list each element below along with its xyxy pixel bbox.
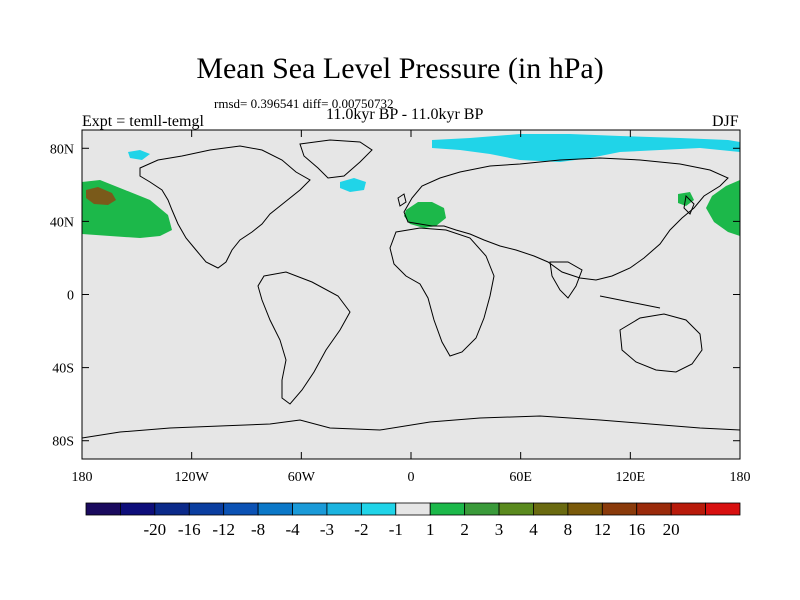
coast-south-america: [257, 271, 351, 405]
colorbar-swatch: [188, 502, 225, 516]
anomaly-negative-arctic: [432, 134, 740, 162]
colorbar-swatch: [292, 502, 328, 516]
coast-uk: [397, 193, 407, 207]
colorbar-label: -1: [389, 520, 403, 539]
lat-label: 40S: [52, 362, 74, 377]
map-background: [82, 130, 740, 459]
coast-africa: [389, 227, 495, 357]
anomaly-negative-greenland: [128, 150, 150, 160]
colorbar-label: -3: [320, 520, 334, 539]
coast-europe-asia: [403, 157, 729, 281]
colorbar-swatch: [257, 502, 293, 516]
anomaly-strong-north-pacific: [86, 187, 116, 205]
colorbar-swatch: [85, 502, 121, 516]
colorbar-label: 16: [628, 520, 645, 539]
lon-label: 0: [408, 470, 415, 485]
colorbar-swatch: [705, 502, 741, 516]
period-text: 11.0kyr BP - 11.0kyr BP: [326, 106, 484, 123]
coast-australia: [619, 313, 703, 373]
colorbar-swatch: [601, 502, 638, 516]
coast-north-america: [139, 145, 311, 269]
anomaly-negative-north-atlantic: [340, 178, 366, 192]
colorbar-label: 3: [495, 520, 504, 539]
experiment-label: Expt = temll-temgl: [82, 113, 204, 130]
colorbar-label: 1: [426, 520, 435, 539]
colorbar-swatch: [567, 502, 603, 516]
latitude-axis: 80N 40N 0 40S 80S: [50, 142, 740, 450]
colorbar-swatch: [223, 502, 259, 516]
colorbar-swatch: [360, 502, 397, 516]
lat-label: 80N: [50, 142, 74, 157]
colorbar-swatch: [395, 502, 431, 516]
longitude-axis: 180 120W 60W 0 60E 120E 180: [72, 130, 751, 485]
coast-greenland: [299, 139, 373, 179]
colorbar-label: 2: [460, 520, 469, 539]
lon-label: 120E: [616, 470, 646, 485]
lon-label: 60W: [288, 470, 316, 485]
colorbar-label: 8: [564, 520, 573, 539]
lat-label: 80S: [52, 435, 74, 450]
colorbar-label: -4: [285, 520, 300, 539]
colorbar-label: -8: [251, 520, 265, 539]
colorbar-label: 12: [594, 520, 611, 539]
coast-antarctica: [82, 415, 740, 439]
colorbar-label: -16: [178, 520, 201, 539]
lon-label: 180: [72, 470, 93, 485]
coast-india: [549, 261, 583, 299]
colorbar-label: -12: [212, 520, 235, 539]
colorbar-label: -2: [354, 520, 368, 539]
coastlines: [82, 139, 740, 439]
colorbar: -20 -16 -12 -8 -4 -3 -2 -1 1 2 3 4 8 12 16 20: [85, 502, 741, 539]
stats-text: rmsd= 0.396541 diff= 0.00750732: [214, 96, 394, 111]
colorbar-swatch: [498, 502, 534, 516]
colorbar-swatch: [326, 502, 362, 516]
map-title: Mean Sea Level Pressure (in hPa): [196, 52, 604, 85]
season-label: DJF: [712, 113, 739, 130]
coast-indonesia: [599, 295, 661, 309]
colorbar-label: 20: [663, 520, 680, 539]
colorbar-label: 4: [529, 520, 538, 539]
colorbar-swatch: [636, 502, 672, 516]
colorbar-swatch: [670, 502, 706, 516]
anomaly-positive-europe: [404, 202, 446, 228]
colorbar-swatch: [429, 502, 466, 516]
lon-label: 60E: [509, 470, 532, 485]
coast-japan: [683, 194, 695, 215]
lat-label: 0: [67, 289, 74, 304]
lon-label: 120W: [175, 470, 210, 485]
colorbar-label: -20: [144, 520, 167, 539]
colorbar-swatch: [154, 502, 190, 516]
colorbar-swatch: [120, 502, 156, 516]
lat-label: 40N: [50, 215, 74, 230]
lon-label: 180: [730, 470, 751, 485]
colorbar-swatch: [533, 502, 569, 516]
colorbar-swatch: [464, 502, 500, 516]
anomaly-positive-north-pacific-east: [706, 180, 740, 236]
